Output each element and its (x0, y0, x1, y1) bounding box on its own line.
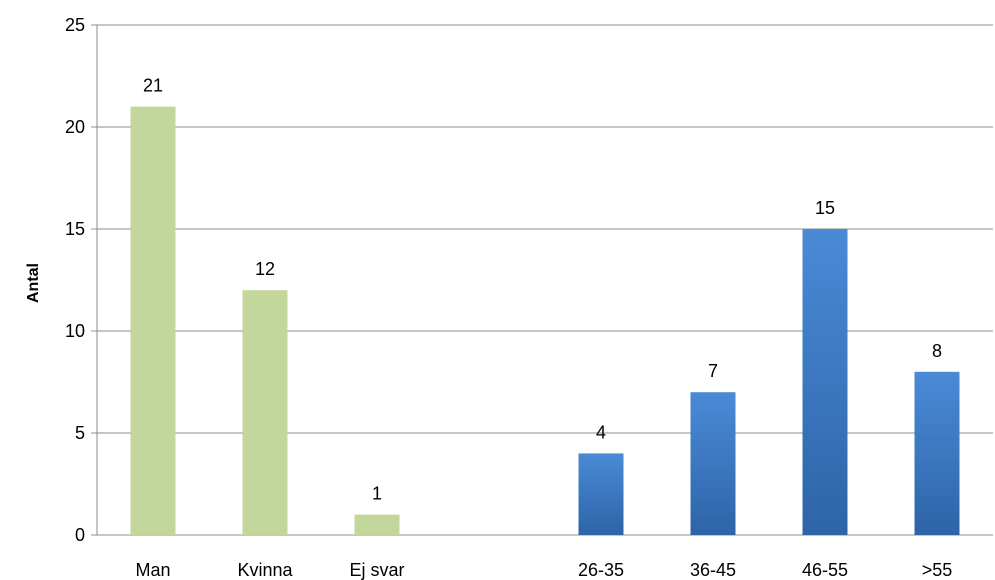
y-tick-label: 20 (65, 117, 85, 137)
x-axis-ticks: Man Kvinna Ej svar 26-35 36-45 46-55 >55 (135, 560, 952, 580)
bar-value-label: 8 (932, 341, 942, 361)
bar (802, 229, 848, 535)
x-tick-label: Ej svar (349, 560, 404, 580)
bar-value-label: 15 (815, 198, 835, 218)
bar (914, 371, 960, 535)
data-labels: 21 12 1 4 7 15 8 (143, 76, 942, 504)
bar (130, 106, 176, 535)
x-tick-label: Kvinna (237, 560, 293, 580)
gridlines (91, 24, 993, 536)
bar (354, 514, 400, 535)
bar-value-label: 7 (708, 361, 718, 381)
bars (130, 106, 960, 535)
y-tick-label: 5 (75, 423, 85, 443)
x-tick-label: >55 (922, 560, 953, 580)
x-tick-label: Man (135, 560, 170, 580)
y-axis-ticks: 0 5 10 15 20 25 (65, 15, 85, 545)
x-tick-label: 46-55 (802, 560, 848, 580)
bar-value-label: 12 (255, 259, 275, 279)
y-tick-label: 0 (75, 525, 85, 545)
x-tick-label: 26-35 (578, 560, 624, 580)
y-tick-label: 25 (65, 15, 85, 35)
bar (690, 392, 736, 535)
bar-value-label: 21 (143, 76, 163, 96)
bar (578, 453, 624, 535)
bar-value-label: 4 (596, 422, 606, 442)
x-tick-label: 36-45 (690, 560, 736, 580)
y-axis-title: Antal (25, 263, 42, 303)
bar-value-label: 1 (372, 484, 382, 504)
y-tick-label: 10 (65, 321, 85, 341)
bar (242, 290, 288, 535)
y-tick-label: 15 (65, 219, 85, 239)
